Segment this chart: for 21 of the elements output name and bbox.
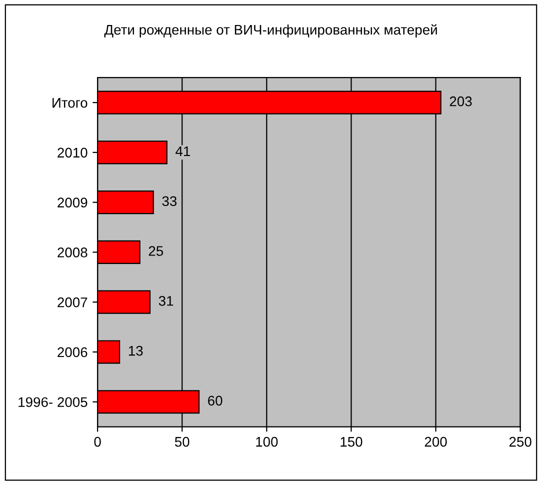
data-label: 13 [128,346,143,356]
x-tick-label: 200 [424,436,447,447]
y-tick-label: 2006 [58,347,88,358]
x-tick-label: 100 [256,436,278,447]
y-tick-label: 2010 [58,148,88,158]
x-tick-label: 250 [509,436,532,447]
data-label: 203 [450,96,472,106]
y-tick-label: 2008 [58,248,88,258]
data-label: 33 [162,196,177,206]
y-tick-label: 1996- 2005 [18,397,88,408]
x-tick-label: 150 [340,436,362,447]
x-tick-label: 0 [94,436,101,447]
data-label: 60 [208,396,222,406]
data-label: 41 [176,146,190,156]
y-tick-label: Итого [52,98,88,108]
x-tick-label: 50 [174,436,190,447]
y-tick-label: 2009 [58,198,88,208]
data-label: 25 [148,246,164,256]
data-label: 31 [158,296,174,306]
chart-title: Дети рожденные от ВИЧ-инфицированных матерей [104,24,437,38]
y-tick-label: 2007 [58,297,88,308]
